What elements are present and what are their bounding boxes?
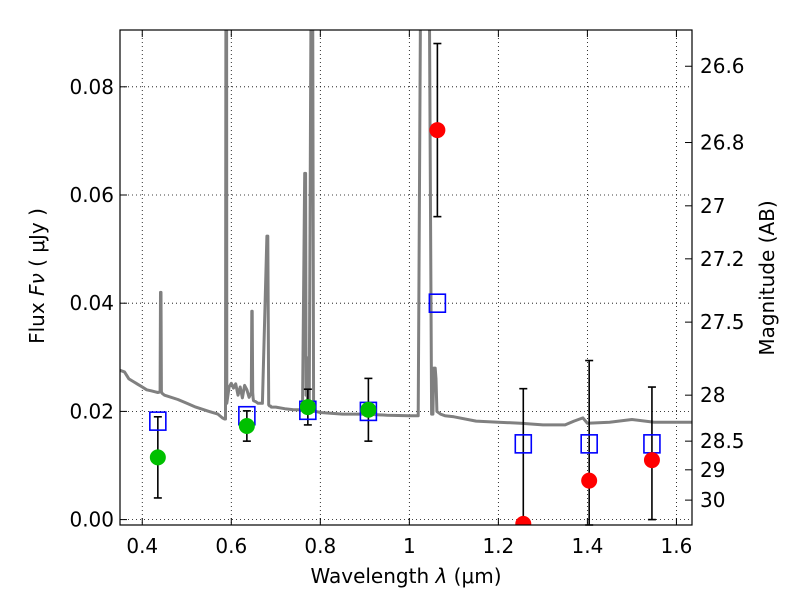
sed-chart: 0.4 0.6 0.8 1 1.2 1.4 1.6 0.00 0.02 0.04 0.06 0.08 2…: [0, 0, 800, 600]
ticks: 0.4 0.6 0.8 1 1.2 1.4 1.6 0.00 0.02 0.04 0.06 0.08 2…: [69, 30, 744, 558]
y2-axis-label: Magnitude (AB): [755, 200, 779, 355]
observed-flux-point: [430, 123, 445, 138]
y2-tick-label: 29: [700, 458, 725, 482]
x-tick-label: 0.6: [215, 534, 247, 558]
y2-tick-label: 28: [700, 383, 725, 407]
y2-tick-label: 26.8: [700, 131, 745, 155]
x-tick-label: 1.2: [482, 534, 514, 558]
model-spectrum-line: [120, 6, 692, 425]
observed-flux-point: [361, 402, 376, 417]
y2-tick-label: 30: [700, 488, 725, 512]
spectrum-series: [120, 6, 692, 425]
observed-flux-point: [239, 419, 254, 434]
x-tick-label: 1.4: [571, 534, 603, 558]
observed-flux-point: [300, 400, 315, 415]
y2-tick-label: 26.6: [700, 54, 745, 78]
y-axis-label: Flux Fν ( μJy ): [25, 208, 49, 344]
y-tick-label: 0.04: [69, 291, 114, 315]
y-tick-label: 0.00: [69, 508, 114, 532]
x-tick-label: 0.4: [126, 534, 158, 558]
x-axis-label: Wavelength λ (μm): [310, 564, 501, 588]
y-tick-label: 0.06: [69, 183, 114, 207]
plot-frame: [120, 30, 692, 525]
grid: [120, 30, 692, 525]
observed-flux-point: [644, 453, 659, 468]
y-tick-label: 0.02: [69, 399, 114, 423]
observed-flux-point: [582, 473, 597, 488]
observed-flux-point: [516, 516, 531, 531]
x-tick-label: 1.6: [661, 534, 693, 558]
x-tick-label: 0.8: [304, 534, 336, 558]
y2-tick-label: 27.5: [700, 310, 745, 334]
y2-tick-label: 27: [700, 194, 725, 218]
observed-flux-point: [150, 450, 165, 465]
y-tick-label: 0.08: [69, 75, 114, 99]
x-tick-label: 1: [403, 534, 416, 558]
y2-tick-label: 28.5: [700, 429, 745, 453]
y2-tick-label: 27.2: [700, 247, 745, 271]
